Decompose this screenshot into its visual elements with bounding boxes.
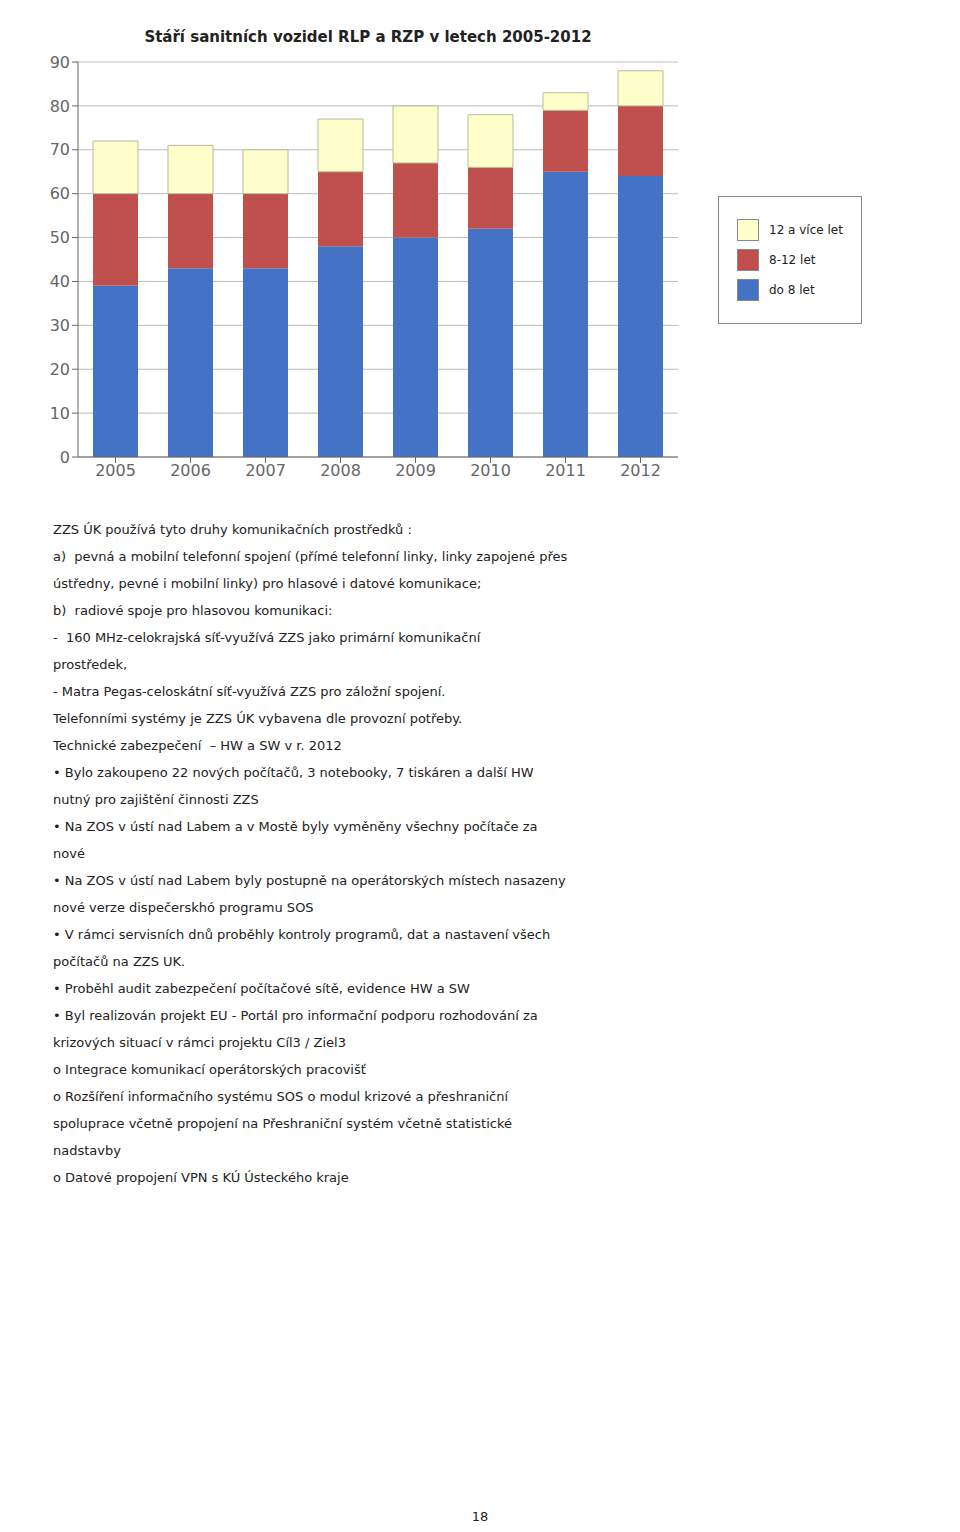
html-text:• Bylo zakoupeno 22 nových poč: • Bylo zakoupeno 22 nových počítačů, 3 n… <box>53 765 534 780</box>
svg-text:50: 50 <box>50 228 70 247</box>
html-text:o Datové propojení VPN s KÚ Ús: o Datové propojení VPN s KÚ Ústeckého kr… <box>53 1170 349 1185</box>
html-text:nové verze dispečerskhó progra: nové verze dispečerskhó programu SOS <box>53 900 314 915</box>
svg-text:90: 90 <box>50 53 70 72</box>
html-text:o Integrace komunikací operáto: o Integrace komunikací operátorských pra… <box>53 1062 366 1077</box>
html-text:12 a více let: 12 a více let <box>769 223 843 237</box>
svg-text:70: 70 <box>50 140 70 159</box>
svg-text:60: 60 <box>50 184 70 203</box>
svg-text:20: 20 <box>50 360 70 379</box>
svg-text:2009: 2009 <box>395 461 436 480</box>
html-text:Telefonními systémy je ZZS ÚK: Telefonními systémy je ZZS ÚK vybavena d… <box>53 711 463 726</box>
svg-text:2008: 2008 <box>320 461 361 480</box>
html-text:ZZS ÚK používá tyto druhy komu: ZZS ÚK používá tyto druhy komunikačních … <box>53 522 412 537</box>
svg-text:30: 30 <box>50 316 70 335</box>
svg-text:2010: 2010 <box>470 461 511 480</box>
html-text:nutný pro zajištění činnosti Z: nutný pro zajištění činnosti ZZS <box>53 792 259 807</box>
html-text:spoluprace včetně propojení na: spoluprace včetně propojení na Přeshrani… <box>53 1116 512 1131</box>
html-text:o Rozšíření informačního systé: o Rozšíření informačního systému SOS o m… <box>53 1089 508 1104</box>
html-text:• Proběhl audit zabezpečení po: • Proběhl audit zabezpečení počítačové s… <box>53 981 470 996</box>
html-text:a) pevná a mobilní telefonní s: a) pevná a mobilní telefonní spojení (př… <box>53 549 568 564</box>
html-text:b) radiové spoje pro hlasovou: b) radiové spoje pro hlasovou komunikaci… <box>53 603 333 618</box>
html-text:nové: nové <box>53 846 85 861</box>
html-text:- Matra Pegas-celoskátní síť-v: - Matra Pegas-celoskátní síť-využívá ZZS… <box>53 684 446 699</box>
html-text:Technické zabezpečení – HW a S: Technické zabezpečení – HW a SW v r. 201… <box>53 738 342 753</box>
svg-text:10: 10 <box>50 404 70 423</box>
svg-text:2005: 2005 <box>95 461 136 480</box>
html-text:prostředek,: prostředek, <box>53 657 128 672</box>
svg-text:80: 80 <box>50 97 70 116</box>
svg-text:40: 40 <box>50 272 70 291</box>
html-text:počítačů na ZZS UK.: počítačů na ZZS UK. <box>53 954 186 969</box>
html-text:• Na ZOS v ústí nad Labem a v: • Na ZOS v ústí nad Labem a v Mostě byly… <box>53 819 538 834</box>
svg-text:2012: 2012 <box>620 461 661 480</box>
svg-text:2006: 2006 <box>170 461 211 480</box>
html-text:• Na ZOS v ústí nad Labem byly: • Na ZOS v ústí nad Labem byly postupně … <box>53 873 566 888</box>
html-text:8-12 let: 8-12 let <box>769 253 816 267</box>
html-text:do 8 let: do 8 let <box>769 283 815 297</box>
html-text:• Byl realizován projekt EU -: • Byl realizován projekt EU - Portál pro… <box>53 1008 538 1023</box>
svg-text:0: 0 <box>60 448 70 467</box>
html-text:18: 18 <box>471 1509 489 1524</box>
html-text:krizových situací v rámci proj: krizových situací v rámci projektu Cíl3 … <box>53 1035 346 1050</box>
html-text:• V rámci servisních dnů probě: • V rámci servisních dnů proběhly kontro… <box>53 927 551 942</box>
svg-text:2007: 2007 <box>245 461 286 480</box>
html-text:ústředny, pevné i mobilní link: ústředny, pevné i mobilní linky) pro hla… <box>53 576 482 591</box>
svg-text:2011: 2011 <box>545 461 586 480</box>
html-text:nadstavby: nadstavby <box>53 1143 121 1158</box>
html-text:- 160 MHz-celokrajská síť-využ: - 160 MHz-celokrajská síť-využívá ZZS ja… <box>53 630 481 645</box>
html-text:Stáří sanitních vozidel RLP a: Stáří sanitních vozidel RLP a RZP v lete… <box>144 28 592 46</box>
